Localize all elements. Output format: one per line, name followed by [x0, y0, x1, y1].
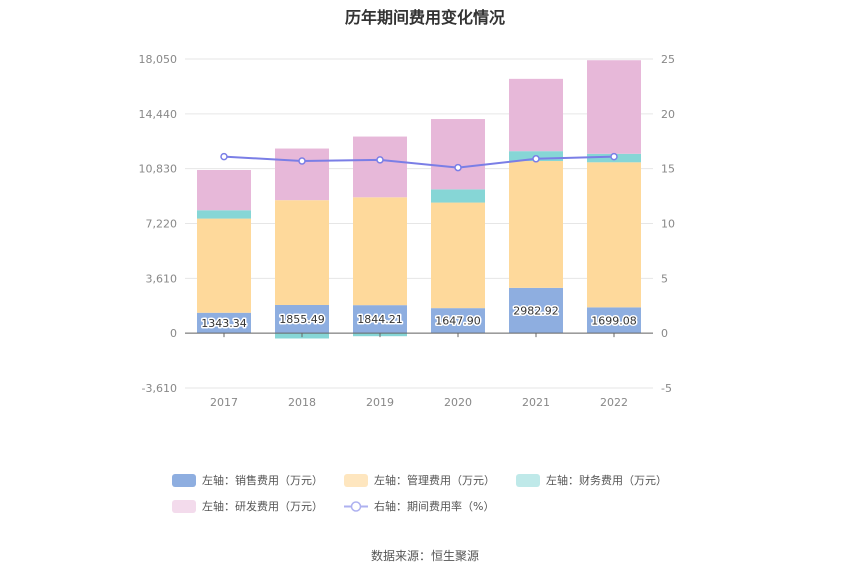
- legend-swatch-icon: [344, 473, 368, 487]
- bar-series1-2018: [275, 304, 329, 334]
- bar-series1-2020: [431, 308, 485, 334]
- legend-line-marker-icon: [344, 500, 368, 513]
- bar-series4-2020: [431, 119, 485, 190]
- right-axis-tick-label: 10: [661, 218, 675, 231]
- bar-series2-2022: [587, 162, 641, 308]
- legend-label: 左轴：销售费用（万元）: [202, 474, 323, 487]
- x-axis-tick-label: 2020: [444, 396, 472, 409]
- legend-item[interactable]: 左轴：财务费用（万元）: [516, 472, 667, 488]
- data-label-2021: 2982.92: [513, 305, 559, 318]
- rate-line: [223, 155, 615, 169]
- bar-series3-2020: [431, 189, 485, 203]
- data-label-layer: 1343.34 1855.49 1844.21 1647.90 2982.92 1699.…: [200, 303, 639, 331]
- left-axis-tick-label: 3,610: [146, 272, 178, 285]
- line-layer: [220, 152, 618, 172]
- legend-item[interactable]: 右轴：期间费用率（%）: [344, 498, 494, 514]
- bar-series1-2019: [353, 305, 407, 334]
- rate-point-2020: [454, 163, 462, 172]
- left-axis-tick-label: 18,050: [139, 53, 178, 66]
- bar-series4-2022: [587, 60, 641, 154]
- legend-label: 右轴：期间费用率（%）: [374, 500, 495, 513]
- legend-swatch-icon: [172, 499, 196, 513]
- left-axis-tick-label: 14,440: [139, 108, 178, 121]
- left-axis-tick-label: 7,220: [146, 218, 178, 231]
- legend-swatch-icon: [172, 473, 196, 487]
- legend-label: 左轴：财务费用（万元）: [546, 474, 667, 487]
- rate-point-2021: [532, 155, 540, 163]
- legend-swatch-icon: [516, 473, 540, 487]
- data-label-2022: 1699.08: [591, 314, 637, 327]
- bar-series2-2020: [431, 202, 485, 309]
- left-axis-tick-label: 0: [170, 327, 177, 340]
- bar-series2-2018: [275, 200, 329, 305]
- right-axis-tick-label: 15: [661, 163, 675, 176]
- data-label-2018: 1855.49: [279, 313, 325, 326]
- legend-label: 左轴：研发费用（万元）: [202, 500, 323, 513]
- chart-title: 历年期间费用变化情况: [344, 8, 505, 27]
- bar-series4-2021: [509, 78, 563, 152]
- bar-series4-2017: [197, 169, 251, 211]
- bar-series4-2019: [353, 136, 407, 198]
- x-axis-tick-label: 2022: [600, 396, 628, 409]
- data-label-2019: 1844.21: [357, 313, 403, 326]
- legend-item[interactable]: 左轴：研发费用（万元）: [172, 498, 323, 514]
- left-axis-tick-label: -3,610: [142, 382, 177, 395]
- bar-series1-2021: [509, 287, 563, 334]
- bar-series2-2019: [353, 197, 407, 306]
- axis-layer: -3,610 0 3,610 7,220 10,830 14,440 18,050 -5 0 5 1…: [139, 53, 676, 409]
- legend-item[interactable]: 左轴：管理费用（万元）: [344, 472, 495, 488]
- x-axis-tick-label: 2021: [522, 396, 550, 409]
- right-axis-tick-label: 5: [661, 272, 668, 285]
- legend-item[interactable]: 左轴：销售费用（万元）: [172, 472, 323, 488]
- right-axis-tick-label: 25: [661, 53, 675, 66]
- x-axis-tick-label: 2019: [366, 396, 394, 409]
- data-label-2017: 1343.34: [201, 317, 247, 330]
- bar-series2-2017: [197, 218, 251, 313]
- right-axis-tick-label: 20: [661, 108, 675, 121]
- data-label-2020: 1647.90: [435, 315, 481, 328]
- bar-series4-2018: [275, 148, 329, 201]
- left-axis-tick-label: 10,830: [139, 163, 178, 176]
- bar-series1-2017: [197, 312, 251, 334]
- right-axis-tick-label: 0: [661, 327, 668, 340]
- grid-layer: [185, 58, 653, 389]
- bar-series3-2017: [197, 210, 251, 219]
- source-note: 数据来源：恒生聚源: [370, 549, 479, 563]
- rate-point-2019: [376, 156, 384, 164]
- bar-series2-2021: [509, 161, 563, 288]
- rate-point-2018: [298, 157, 306, 165]
- bar-series1-2022: [587, 307, 641, 334]
- bar-layer: [197, 60, 641, 339]
- right-axis-tick-label: -5: [661, 382, 672, 395]
- rate-point-2022: [610, 152, 618, 161]
- legend-label: 左轴：管理费用（万元）: [374, 474, 495, 487]
- x-axis-tick-label: 2018: [288, 396, 316, 409]
- rate-point-2017: [220, 152, 228, 161]
- x-axis-tick-label: 2017: [210, 396, 238, 409]
